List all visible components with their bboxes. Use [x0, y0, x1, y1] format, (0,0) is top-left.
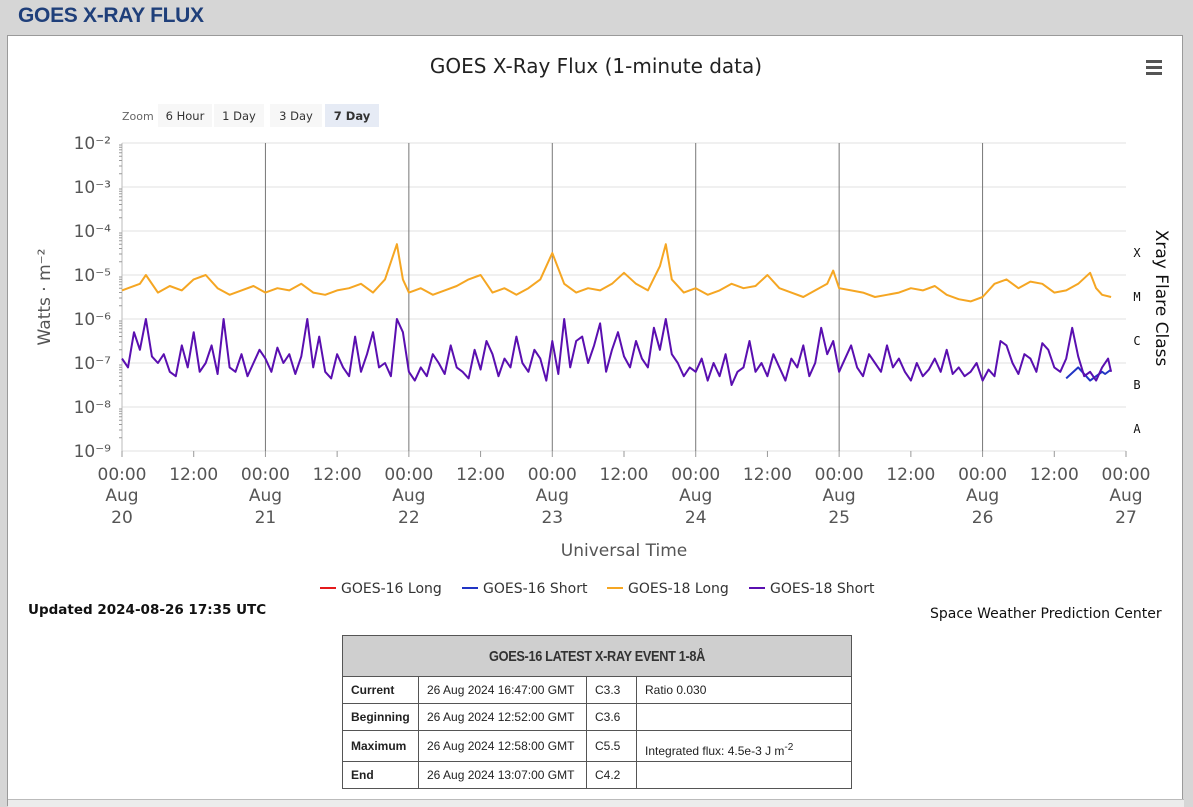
x-tick-time: 00:00: [815, 465, 864, 485]
y-tick-label: 10⁻⁷: [74, 354, 112, 374]
x-tick-month: Aug: [1109, 486, 1142, 506]
x-tick-day: 25: [828, 508, 850, 528]
x-tick-time: 00:00: [98, 465, 147, 485]
legend-item-goes-18-short[interactable]: GOES-18 Short: [749, 581, 875, 596]
x-tick-time: 12:00: [600, 465, 649, 485]
zoom-button-3-day[interactable]: 3 Day: [270, 104, 322, 127]
hamburger-menu-icon[interactable]: [1146, 60, 1164, 76]
zoom-button-label: 7 Day: [334, 109, 371, 123]
x-tick-time: 00:00: [958, 465, 1007, 485]
legend-label: GOES-16 Short: [483, 581, 588, 596]
x-tick-day: 24: [685, 508, 707, 528]
legend-item-goes-16-long[interactable]: GOES-16 Long: [320, 581, 442, 596]
zoom-button-6-hour[interactable]: 6 Hour: [158, 104, 212, 127]
updated-timestamp: Updated 2024-08-26 17:35 UTC: [28, 602, 267, 618]
event-row-extra: Integrated flux: 4.5e-3 J m-2: [636, 730, 852, 762]
x-tick-time: 00:00: [1102, 465, 1151, 485]
y-tick-label: 10⁻²: [74, 134, 111, 154]
x-tick-month: Aug: [392, 486, 425, 506]
event-row-class: C4.2: [586, 761, 637, 789]
legend-label: GOES-18 Long: [628, 581, 729, 596]
bottom-scrollbar[interactable]: [8, 799, 1184, 807]
zoom-button-label: 3 Day: [279, 109, 313, 123]
y-tick-label: 10⁻⁵: [74, 266, 111, 286]
x-tick-day: 26: [972, 508, 994, 528]
x-tick-month: Aug: [249, 486, 282, 506]
legend-label: GOES-16 Long: [341, 581, 442, 596]
event-row-time: 26 Aug 2024 13:07:00 GMT: [418, 761, 587, 789]
chart-title: GOES X-Ray Flux (1-minute data): [430, 54, 762, 78]
x-tick-time: 12:00: [743, 465, 792, 485]
event-row-class: C3.3: [586, 676, 637, 704]
x-tick-day: 22: [398, 508, 420, 528]
x-tick-month: Aug: [536, 486, 569, 506]
event-row-label: Beginning: [342, 703, 419, 731]
y-tick-label: 10⁻³: [74, 178, 111, 198]
series-line-goes-18-short: [121, 318, 1113, 386]
event-row-extra: [636, 761, 852, 789]
x-tick-time: 12:00: [886, 465, 935, 485]
event-row-label: Current: [342, 676, 419, 704]
event-row-time: 26 Aug 2024 16:47:00 GMT: [418, 676, 587, 704]
xray-flux-chart: GOES X-Ray Flux (1-minute data) Zoom 6 Hou…: [35, 54, 1171, 596]
page-heading: GOES X-RAY FLUX: [18, 4, 204, 27]
event-row-class: C3.6: [586, 703, 637, 731]
zoom-button-1-day[interactable]: 1 Day: [214, 104, 264, 127]
event-row-extra: Ratio 0.030: [636, 676, 852, 704]
flare-class-label: A: [1133, 422, 1141, 436]
series-line-goes-18-long: [121, 243, 1112, 303]
y-tick-label: 10⁻⁴: [74, 222, 112, 242]
event-row-maximum: Maximum 26 Aug 2024 12:58:00 GMT C5.5 Integ…: [342, 730, 852, 762]
y-tick-label: 10⁻⁶: [74, 310, 112, 330]
event-row-end: End 26 Aug 2024 13:07:00 GMT C4.2: [342, 761, 852, 789]
zoom-label: Zoom: [122, 110, 154, 123]
x-tick-day: 21: [255, 508, 277, 528]
event-row-extra: [636, 703, 852, 731]
legend-item-goes-16-short[interactable]: GOES-16 Short: [462, 581, 588, 596]
event-row-current: Current 26 Aug 2024 16:47:00 GMT C3.3 Ratio…: [342, 676, 852, 704]
event-row-class: C5.5: [586, 730, 637, 762]
x-tick-month: Aug: [679, 486, 712, 506]
x-tick-time: 00:00: [384, 465, 433, 485]
x-tick-time: 12:00: [313, 465, 362, 485]
x-tick-month: Aug: [823, 486, 856, 506]
latest-xray-event-table: GOES-16 LATEST X-RAY EVENT 1-8Å Current 2…: [342, 635, 852, 789]
flare-class-label: B: [1133, 378, 1140, 392]
x-tick-day: 23: [541, 508, 563, 528]
x-tick-month: Aug: [966, 486, 999, 506]
zoom-button-7-day[interactable]: 7 Day: [325, 104, 379, 127]
event-row-label: Maximum: [342, 730, 419, 762]
y2-axis-label: Xray Flare Class: [1151, 230, 1171, 367]
y-tick-label: 10⁻⁸: [74, 398, 112, 418]
x-tick-day: 27: [1115, 508, 1137, 528]
event-row-label: End: [342, 761, 419, 789]
x-axis-label: Universal Time: [561, 541, 687, 561]
flux-unit-exponent: -2: [784, 742, 794, 753]
flare-class-label: C: [1133, 334, 1140, 348]
legend-label: GOES-18 Short: [770, 581, 875, 596]
x-tick-time: 00:00: [671, 465, 720, 485]
event-row-time: 26 Aug 2024 12:52:00 GMT: [418, 703, 587, 731]
x-tick-time: 12:00: [1030, 465, 1079, 485]
legend-item-goes-18-long[interactable]: GOES-18 Long: [607, 581, 729, 596]
event-row-beginning: Beginning 26 Aug 2024 12:52:00 GMT C3.6: [342, 703, 852, 731]
series-line-goes-16-short: [1065, 366, 1112, 382]
x-tick-month: Aug: [105, 486, 138, 506]
x-tick-time: 12:00: [169, 465, 218, 485]
chart-panel: GOES X-Ray Flux (1-minute data) Zoom 6 Hou…: [7, 35, 1184, 807]
event-table-title: GOES-16 LATEST X-RAY EVENT 1-8Å: [342, 635, 852, 677]
credit-text: Space Weather Prediction Center: [930, 606, 1162, 622]
y-tick-label: 10⁻⁹: [74, 442, 112, 462]
zoom-button-label: 1 Day: [222, 109, 256, 123]
zoom-button-label: 6 Hour: [166, 109, 205, 123]
y-axis-label: Watts · m⁻²: [35, 249, 55, 346]
event-row-time: 26 Aug 2024 12:58:00 GMT: [418, 730, 587, 762]
x-tick-day: 20: [111, 508, 133, 528]
flare-class-label: M: [1133, 290, 1140, 304]
x-tick-time: 00:00: [241, 465, 290, 485]
page-header: GOES X-RAY FLUX: [0, 0, 1193, 34]
flare-class-label: X: [1133, 246, 1141, 260]
x-tick-time: 12:00: [456, 465, 505, 485]
x-tick-time: 00:00: [528, 465, 577, 485]
